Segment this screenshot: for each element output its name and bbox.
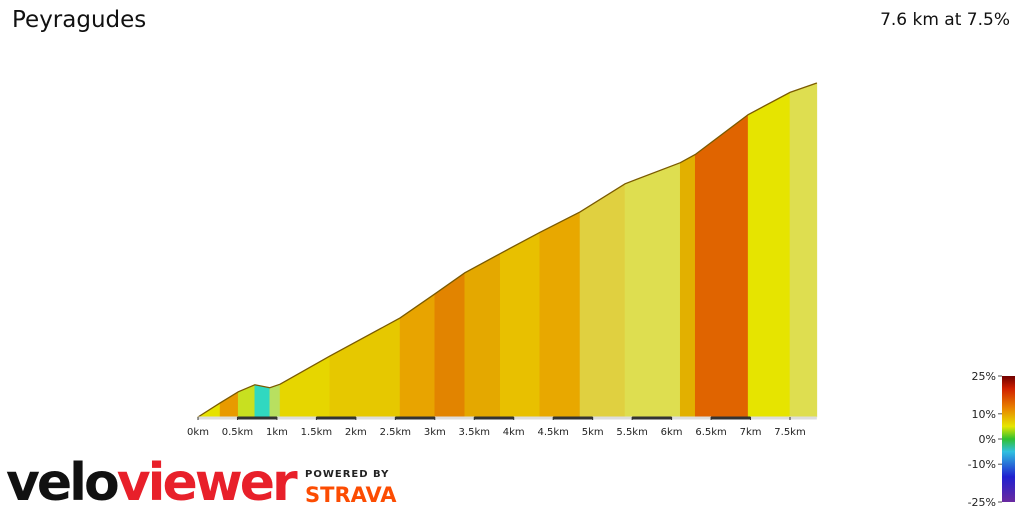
colorbar-label: 0% <box>979 433 996 446</box>
x-tick-label: 2km <box>345 427 367 438</box>
gradient-segment <box>789 82 818 418</box>
x-tick-label: 1km <box>266 427 288 438</box>
profile-line <box>197 82 818 418</box>
gradient-segment <box>329 317 401 418</box>
subtitle: 7.6 km at 7.5% <box>880 10 1010 30</box>
gradient-segment <box>500 231 541 418</box>
x-tick-label: 7.5km <box>774 427 805 438</box>
gradient-segment <box>539 211 581 418</box>
x-tick-label: 6km <box>661 427 683 438</box>
x-tick-label: 0.5km <box>222 427 253 438</box>
gradient-segment <box>399 293 436 418</box>
x-tick-label: 5.5km <box>616 427 647 438</box>
colorbar <box>1002 376 1015 502</box>
x-tick-label: 4.5km <box>537 427 568 438</box>
gradient-segment <box>254 384 271 418</box>
title: Peyragudes <box>12 7 146 33</box>
gradient-segment <box>694 114 749 418</box>
logo: veloviewer <box>6 453 298 512</box>
strava: STRAVA <box>305 483 397 507</box>
x-tick-label: 1.5km <box>301 427 332 438</box>
colorbar-label: 25% <box>972 370 996 383</box>
gradient-segment <box>747 91 791 418</box>
gradient-segment <box>219 391 239 418</box>
x-tick-label: 3.5km <box>459 427 490 438</box>
gradient-segment <box>434 272 466 418</box>
colorbar-label: -10% <box>968 458 996 471</box>
gradient-segment <box>624 162 681 418</box>
x-tick-label: 6.5km <box>695 427 726 438</box>
x-tick-label: 2.5km <box>380 427 411 438</box>
x-tick-label: 3km <box>424 427 446 438</box>
colorbar-label: 10% <box>972 408 996 421</box>
x-tick-label: 4km <box>503 427 525 438</box>
powered-by: POWERED BY <box>305 469 389 480</box>
x-tick-label: 0km <box>187 427 209 438</box>
x-tick-label: 7km <box>740 427 762 438</box>
colorbar-label: -25% <box>968 496 996 509</box>
gradient-segment <box>579 183 626 418</box>
gradient-segment <box>269 383 281 418</box>
x-tick-label: 5km <box>582 427 604 438</box>
gradient-segment <box>679 153 696 418</box>
gradient-segment <box>237 384 256 418</box>
gradient-segment <box>279 355 331 418</box>
gradient-segment <box>464 253 501 418</box>
